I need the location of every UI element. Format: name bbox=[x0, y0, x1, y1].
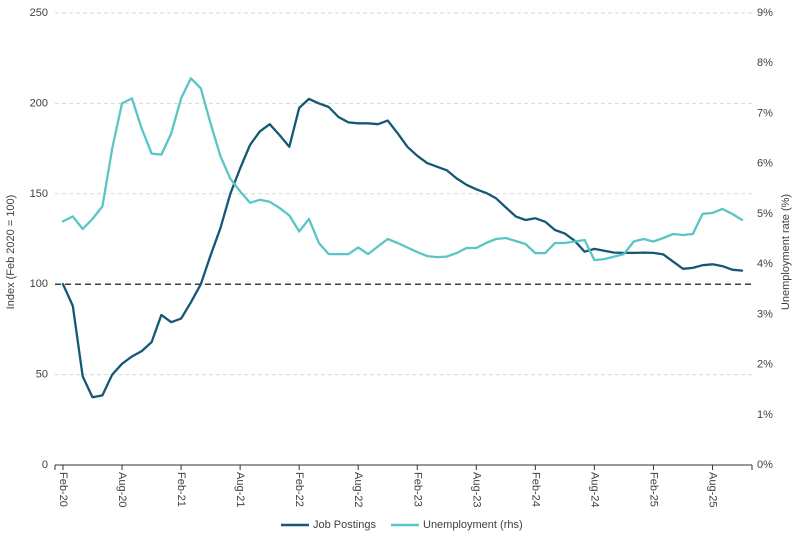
series-lines bbox=[61, 77, 744, 399]
series-line-unemployment-rhs bbox=[61, 77, 744, 262]
legend: Job Postings Unemployment (rhs) bbox=[281, 519, 523, 531]
left-tick-label: 150 bbox=[30, 188, 48, 200]
left-tick-label: 100 bbox=[30, 278, 48, 290]
x-tick-label: Feb-21 bbox=[175, 472, 187, 507]
x-tick-label: Feb-22 bbox=[293, 472, 305, 507]
x-tick-label: Aug-21 bbox=[234, 472, 246, 507]
right-tick-label: 0% bbox=[757, 459, 773, 471]
x-tick-label: Feb-20 bbox=[57, 472, 69, 507]
right-tick-label: 5% bbox=[757, 208, 773, 220]
x-tick-label: Aug-24 bbox=[588, 472, 600, 507]
right-tick-label: 7% bbox=[757, 107, 773, 119]
right-tick-label: 1% bbox=[757, 409, 773, 421]
x-tick-label: Feb-23 bbox=[411, 472, 423, 507]
left-axis-title: Index (Feb 2020 = 100) bbox=[5, 195, 17, 310]
right-axis-title: Unemployment rate (%) bbox=[780, 194, 792, 310]
x-tick-label: Aug-20 bbox=[116, 472, 128, 507]
right-axis-labels: 0% 1% 2% 3% 4% 5% 6% 7% 8% 9% bbox=[757, 7, 773, 471]
x-axis: Feb-20 Aug-20 Feb-21 Aug-21 Feb-22 Aug-22 Feb-… bbox=[54, 464, 753, 507]
left-tick-label: 200 bbox=[30, 97, 48, 109]
x-tick-label: Aug-22 bbox=[352, 472, 364, 507]
x-tick-label: Feb-25 bbox=[647, 472, 659, 507]
left-tick-label: 0 bbox=[42, 459, 48, 471]
x-tick-label: Aug-25 bbox=[706, 472, 718, 507]
legend-label-job-postings: Job Postings bbox=[313, 519, 376, 531]
right-tick-label: 9% bbox=[757, 7, 773, 19]
legend-label-unemployment: Unemployment (rhs) bbox=[423, 519, 523, 531]
x-tick-label: Feb-24 bbox=[529, 472, 541, 507]
right-tick-label: 6% bbox=[757, 158, 773, 170]
left-axis-labels: 0 50 100 150 200 250 bbox=[30, 7, 48, 471]
right-tick-label: 4% bbox=[757, 258, 773, 270]
right-tick-label: 8% bbox=[757, 57, 773, 69]
left-tick-label: 250 bbox=[30, 7, 48, 19]
right-tick-label: 2% bbox=[757, 359, 773, 371]
x-tick-label: Aug-23 bbox=[470, 472, 482, 507]
series-line-job-postings bbox=[61, 97, 744, 399]
right-tick-label: 3% bbox=[757, 308, 773, 320]
left-tick-label: 50 bbox=[36, 369, 48, 381]
